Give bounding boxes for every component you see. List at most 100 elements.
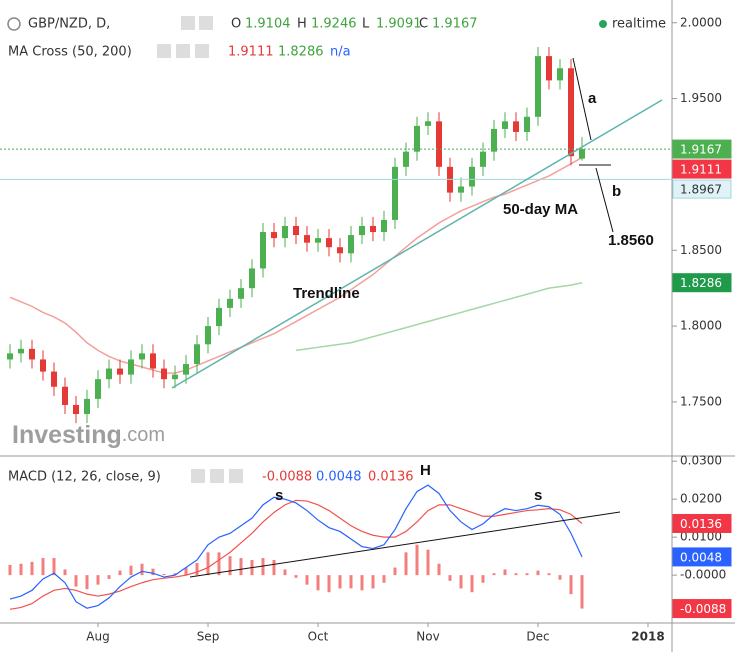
candle-body [293, 225, 299, 236]
y-tick-label: 0.0200 [680, 492, 722, 506]
x-tick-label: Aug [86, 630, 109, 644]
histogram-bar [393, 567, 397, 576]
y-tick-label: 0.0300 [680, 454, 722, 468]
histogram-bar [459, 575, 463, 589]
y-tick-label: 0.0100 [680, 530, 722, 544]
moving-average [9, 156, 583, 374]
candle-body [524, 116, 530, 132]
icon[interactable] [229, 469, 243, 483]
icon[interactable] [210, 469, 224, 483]
candle-body [95, 379, 101, 399]
candle-body [535, 56, 541, 117]
ohlc-letter: L [362, 17, 370, 32]
icon[interactable] [195, 44, 209, 58]
histogram-bar [272, 559, 276, 576]
histogram-bar [371, 575, 375, 589]
histogram-bar [514, 573, 518, 576]
macd-line [9, 484, 583, 609]
signal-box [672, 513, 732, 533]
histogram-bar [107, 575, 111, 579]
candle-body [414, 125, 420, 152]
histogram-bar [470, 575, 474, 593]
candle-body [205, 326, 211, 345]
candle-body [282, 225, 288, 239]
annotation: a [588, 90, 597, 107]
symbol-title: GBP/NZD, D, [28, 17, 110, 32]
icon[interactable] [176, 44, 190, 58]
histogram-bar [74, 575, 78, 587]
candle-body [370, 225, 376, 233]
candle-body [326, 238, 332, 248]
symbol-icon [7, 17, 21, 31]
candle-body [304, 235, 310, 243]
arrow-b [595, 167, 614, 233]
annotation: 1.8560 [608, 232, 654, 249]
realtime-dot [599, 20, 607, 28]
histogram-bar [327, 575, 331, 593]
ma50-box [672, 159, 732, 179]
icon[interactable] [181, 16, 195, 30]
ma50-label: 1.9111 [680, 163, 722, 177]
low-value: 1.9091 [376, 17, 422, 32]
candle-body [458, 186, 464, 193]
macd-value: 0.0048 [316, 470, 362, 485]
histogram-bar [503, 569, 507, 576]
candle-body [337, 247, 343, 254]
high-value: 1.9246 [311, 17, 357, 32]
histogram-bar [228, 556, 232, 576]
icon[interactable] [191, 469, 205, 483]
histogram-bar [239, 558, 243, 576]
ma200-value: 1.8286 [278, 45, 324, 60]
histogram-bar [305, 575, 309, 585]
x-tick-label: Dec [526, 630, 549, 644]
candle-body [40, 359, 46, 372]
histogram-bar [426, 549, 430, 576]
y-tick-label: 1.8500 [680, 243, 722, 257]
histogram-bar [41, 558, 45, 576]
candle-body [29, 348, 35, 360]
candle-body [150, 353, 156, 369]
candle-body [381, 219, 387, 233]
candle-body [51, 371, 57, 387]
candle-body [392, 166, 398, 220]
candle-body [348, 235, 354, 254]
trendline [171, 99, 663, 389]
histogram-bar [206, 552, 210, 576]
macd-box [672, 547, 732, 567]
y-tick-label: 1.9500 [680, 91, 722, 105]
candle-body [403, 151, 409, 167]
candle-body [128, 359, 134, 375]
candle-body [469, 166, 475, 187]
open-value: 1.9104 [245, 17, 291, 32]
watermark-brand: Investing [12, 421, 122, 449]
y-tick-label: 1.8000 [680, 319, 722, 333]
x-tick-label: 2018 [631, 630, 664, 644]
macd-trendline [189, 511, 621, 578]
histogram-bar [261, 558, 265, 576]
histogram-bar [437, 563, 441, 576]
candle-body [84, 398, 90, 415]
histogram-bar [404, 552, 408, 576]
histogram-bar [162, 573, 166, 576]
candle-body [271, 232, 277, 239]
indicator-status: n/a [330, 45, 351, 60]
macd-title: MACD (12, 26, close, 9) [8, 470, 161, 485]
histogram-bar [360, 575, 364, 591]
candle-body [7, 353, 13, 360]
histogram-bar [173, 573, 177, 576]
candle-body [139, 353, 145, 360]
histogram-bar [294, 575, 298, 578]
histogram-bar [96, 575, 100, 585]
toolbar-icons[interactable] [157, 16, 243, 483]
close-value: 1.9167 [432, 17, 478, 32]
icon[interactable] [157, 44, 171, 58]
signal-label: 0.0136 [680, 517, 722, 531]
histogram-value: -0.0088 [262, 470, 312, 485]
watermark: Investing.com [12, 421, 165, 449]
candle-body [557, 68, 563, 81]
histogram-bar [448, 575, 452, 581]
icon[interactable] [199, 16, 213, 30]
candle-body [161, 368, 167, 380]
ma200-box [672, 273, 732, 293]
